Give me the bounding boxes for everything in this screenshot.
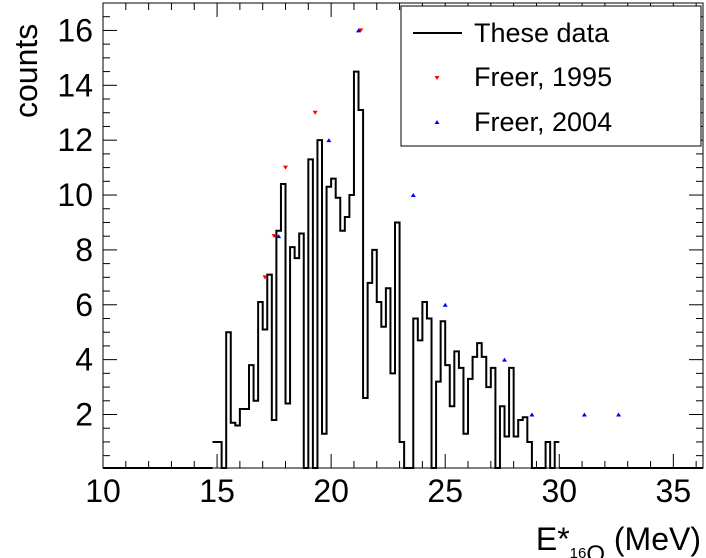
y-tick-label: 2 <box>75 397 93 433</box>
histogram-bin <box>463 434 468 468</box>
freer-2004-point <box>581 412 587 417</box>
freer-2004-point <box>410 193 416 198</box>
x-tick-label: 30 <box>541 473 577 509</box>
histogram-bin <box>336 198 341 468</box>
histogram-bin <box>286 404 291 468</box>
legend-box <box>400 5 702 147</box>
histogram-bin <box>505 436 510 468</box>
histogram-bin <box>295 258 300 468</box>
data-layer <box>103 28 703 469</box>
x-axis-title-mass: 16 <box>570 545 587 558</box>
x-axis-title: E*16O (MeV) <box>536 521 701 558</box>
histogram-bin <box>235 425 240 468</box>
legend-label-these-data: These data <box>474 18 610 48</box>
freer-2004-point <box>616 412 622 417</box>
y-tick-label: 10 <box>57 177 93 213</box>
histogram-bin <box>486 387 491 468</box>
legend-label-freer-2004: Freer, 2004 <box>474 107 612 137</box>
freer-2004-point <box>356 28 362 33</box>
y-tick-label: 4 <box>75 342 93 378</box>
histogram-bin <box>254 401 259 468</box>
freer-1995-point <box>358 28 364 33</box>
y-tick-label: 8 <box>75 232 93 268</box>
histogram-bin <box>514 436 519 468</box>
x-tick-label: 20 <box>313 473 349 509</box>
histogram-bin <box>263 329 268 468</box>
histogram-bin <box>381 327 386 468</box>
histogram-bin <box>272 420 277 468</box>
x-axis-title-main: E* <box>536 521 570 557</box>
y-axis-title: counts <box>8 24 44 118</box>
histogram-bin <box>363 398 368 468</box>
histogram-bin <box>340 231 345 468</box>
freer-2004-point <box>502 357 508 362</box>
legend-label-freer-1995: Freer, 1995 <box>474 62 612 92</box>
histogram-bin <box>477 343 482 468</box>
plot-frame <box>102 2 704 469</box>
y-tick-label: 6 <box>75 287 93 323</box>
histogram-bin <box>345 217 350 468</box>
legend-marker-freer-1995 <box>434 76 440 80</box>
freer-1995-point <box>283 165 289 170</box>
histogram-bin <box>418 340 423 468</box>
legend-marker-freer-2004 <box>434 120 440 124</box>
x-tick-label: 25 <box>427 473 463 509</box>
x-axis-title-element: O <box>586 541 605 558</box>
x-tick-label: 35 <box>656 473 692 509</box>
histogram-bin <box>213 442 218 468</box>
freer-2004-point <box>442 302 448 307</box>
histogram-bin <box>349 195 354 468</box>
y-tick-label: 14 <box>57 67 93 103</box>
histogram-bin <box>322 434 327 468</box>
histogram-step-line <box>212 70 560 469</box>
freer-2004-point <box>276 234 282 239</box>
freer-1995-point <box>262 275 268 280</box>
x-tick-label: 15 <box>199 473 235 509</box>
histogram-bin <box>244 409 249 468</box>
histogram-bin <box>450 406 455 468</box>
y-tick-label: 12 <box>57 122 93 158</box>
freer-2004-point <box>326 138 332 143</box>
freer-2004-point <box>529 412 535 417</box>
freer-1995-point <box>312 110 318 115</box>
freer-1995-point <box>271 234 277 239</box>
legend: These data Freer, 1995 Freer, 2004 <box>400 5 702 147</box>
x-tick-label: 10 <box>85 473 121 509</box>
x-axis-title-unit: (MeV) <box>605 521 701 557</box>
histogram-bin <box>331 179 336 468</box>
tick-labels: 10 15 20 25 30 35 2 4 6 8 10 12 14 16 <box>57 12 691 509</box>
y-tick-label: 16 <box>57 12 93 48</box>
histogram-bin <box>390 373 395 468</box>
histogram-bin <box>231 423 236 468</box>
